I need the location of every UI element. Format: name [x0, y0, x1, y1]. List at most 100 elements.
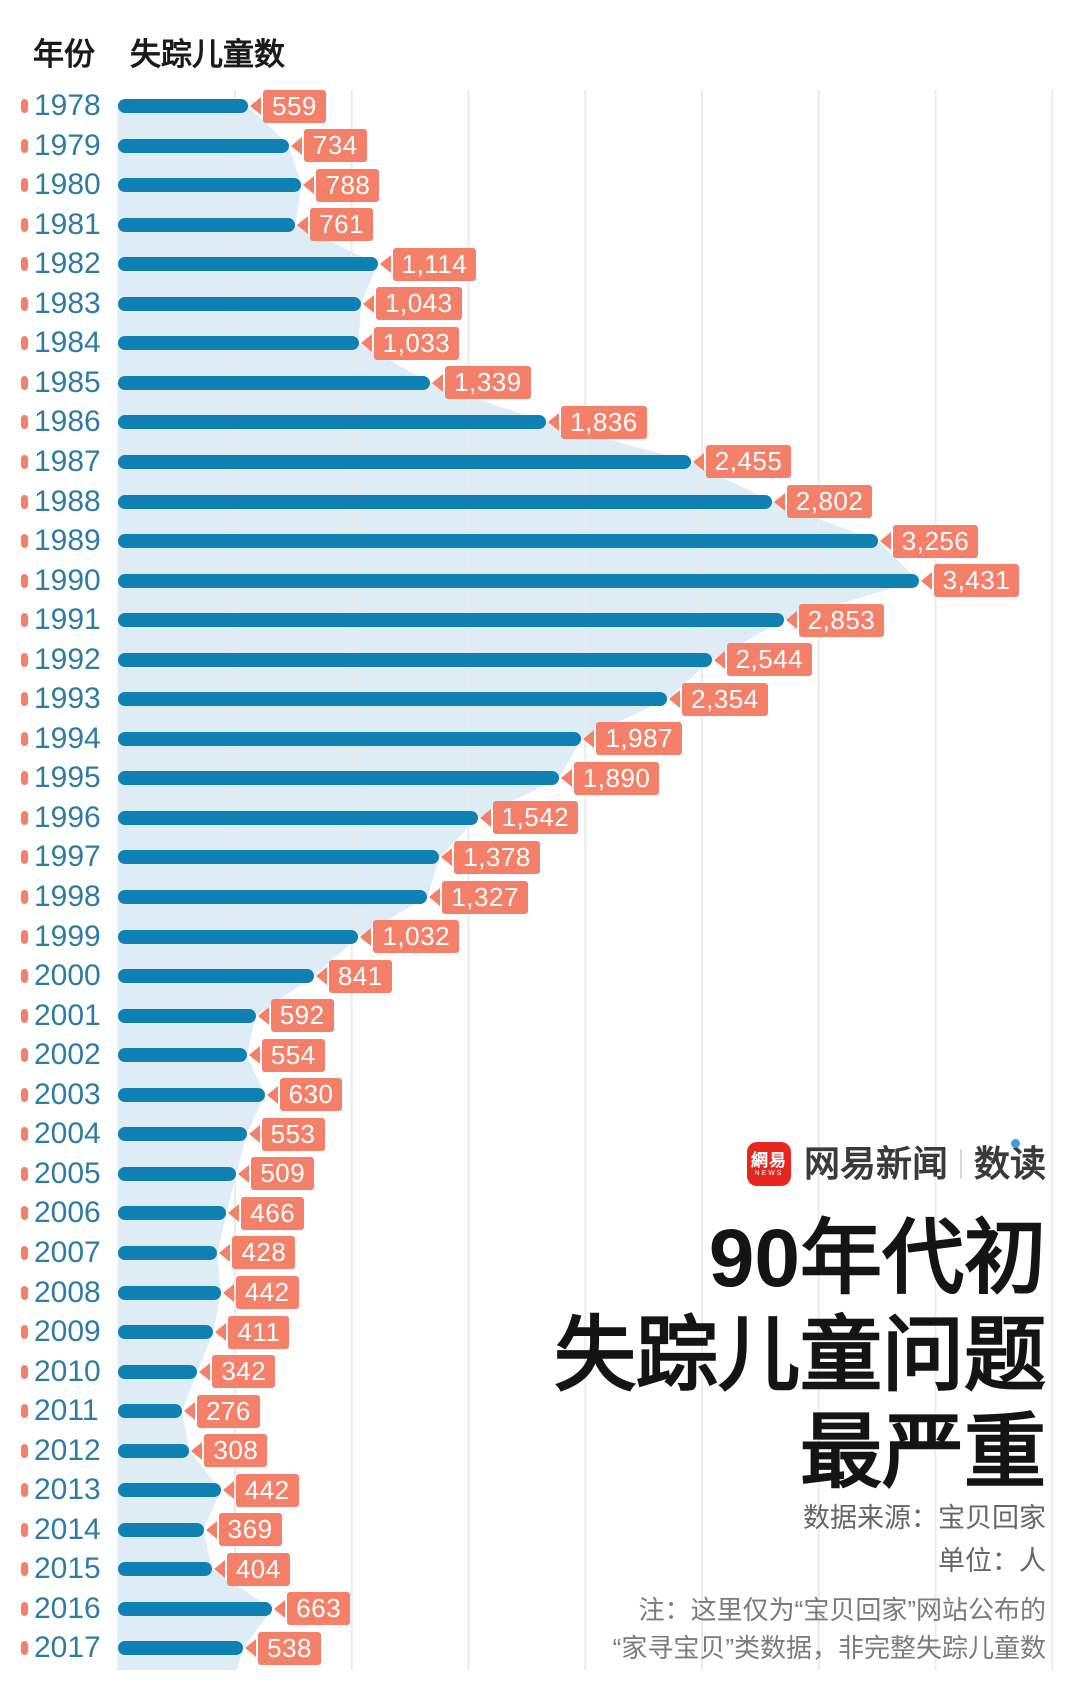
shudu-dot-icon [1011, 1139, 1021, 1148]
value-label-text: 308 [204, 1434, 268, 1468]
value-label-text: 538 [258, 1631, 321, 1665]
year-label-2009: 2009 [34, 1315, 101, 1349]
footnote-line-1: 注：这里仅为“宝贝回家”网站公布的 [638, 1595, 1046, 1625]
value-label-text: 2,455 [705, 445, 792, 479]
row-tick [21, 415, 28, 430]
data-source-note: 数据来源：宝贝回家 [803, 1503, 1046, 1533]
row-tick [21, 494, 28, 509]
year-label-1995: 1995 [34, 761, 101, 795]
value-label-text: 2,802 [786, 485, 873, 518]
value-label-arrow-icon [773, 492, 785, 511]
value-label-2017: 538 [245, 1631, 321, 1665]
value-label-arrow-icon [213, 1560, 225, 1579]
value-label-text: 466 [241, 1196, 305, 1230]
value-label-1982: 1,114 [379, 247, 477, 281]
year-label-1997: 1997 [34, 840, 101, 874]
bar-2006 [117, 1206, 227, 1221]
bar-1996 [117, 810, 478, 825]
row-tick [21, 731, 28, 746]
bar-1978 [117, 99, 249, 113]
headline-line-3: 最严重 [799, 1407, 1046, 1498]
bar-2015 [117, 1562, 212, 1577]
value-label-2004: 553 [248, 1117, 325, 1151]
value-label-1999: 1,032 [360, 920, 460, 954]
row-tick [21, 99, 28, 113]
value-label-1998: 1,327 [429, 880, 528, 914]
column-header-count: 失踪儿童数 [130, 37, 285, 72]
row-tick [21, 692, 28, 707]
year-label-1989: 1989 [34, 524, 101, 558]
value-label-1990: 3,431 [920, 564, 1020, 598]
bar-1985 [117, 375, 431, 390]
headline-line-1: 90年代初 [708, 1213, 1046, 1304]
value-label-arrow-icon [360, 927, 372, 946]
row-tick [21, 1562, 28, 1577]
value-label-1984: 1,033 [360, 326, 460, 360]
value-label-2009: 411 [215, 1315, 290, 1349]
row-tick [21, 257, 28, 272]
value-label-arrow-icon [479, 808, 491, 827]
value-label-arrow-icon [920, 571, 932, 590]
value-label-text: 276 [196, 1394, 260, 1428]
year-label-2013: 2013 [34, 1473, 101, 1507]
bar-2012 [117, 1443, 190, 1458]
year-label-2010: 2010 [34, 1354, 101, 1388]
bar-1979 [117, 138, 289, 153]
row-tick [21, 454, 28, 469]
value-label-text: 592 [270, 999, 334, 1033]
year-label-1992: 1992 [34, 642, 101, 676]
year-label-1999: 1999 [34, 919, 101, 953]
bar-1987 [117, 454, 691, 469]
value-label-text: 1,378 [454, 840, 540, 874]
value-label-2015: 404 [213, 1552, 290, 1586]
year-label-1994: 1994 [34, 721, 101, 755]
value-label-text: 1,836 [561, 405, 647, 439]
bar-2004 [117, 1127, 247, 1142]
year-label-1986: 1986 [34, 405, 101, 439]
row-tick [21, 1404, 28, 1419]
value-label-1992: 2,544 [713, 643, 813, 677]
row-tick [21, 1325, 28, 1340]
value-label-2016: 663 [274, 1592, 351, 1626]
bar-1984 [117, 336, 359, 351]
value-label-1986: 1,836 [548, 405, 647, 439]
bar-1983 [117, 296, 362, 311]
value-label-1978: 559 [250, 89, 326, 123]
year-label-2011: 2011 [34, 1394, 99, 1428]
value-label-arrow-icon [879, 532, 891, 551]
year-label-1996: 1996 [34, 800, 101, 834]
value-label-1981: 761 [297, 208, 374, 242]
row-tick [21, 1166, 28, 1181]
year-label-1990: 1990 [34, 563, 101, 597]
value-label-arrow-icon [248, 1046, 260, 1065]
bar-1995 [117, 771, 559, 786]
bar-2003 [117, 1087, 265, 1102]
year-label-2003: 2003 [34, 1077, 101, 1111]
value-label-arrow-icon [441, 848, 453, 867]
value-label-1980: 788 [303, 168, 380, 202]
value-label-arrow-icon [245, 1639, 257, 1658]
row-tick [21, 1483, 28, 1498]
value-label-arrow-icon [228, 1204, 240, 1223]
netease-logo-icon: 網易 NEWS [746, 1142, 791, 1186]
value-label-arrow-icon [303, 176, 315, 195]
value-label-text: 442 [235, 1276, 299, 1309]
value-label-arrow-icon [363, 294, 375, 313]
value-label-arrow-icon [315, 967, 327, 986]
value-label-2005: 509 [238, 1157, 315, 1191]
value-label-text: 761 [310, 208, 374, 242]
value-label-arrow-icon [191, 1441, 203, 1460]
value-label-arrow-icon [360, 334, 372, 353]
year-label-2001: 2001 [34, 998, 101, 1032]
value-label-1991: 2,853 [785, 603, 885, 637]
value-label-text: 559 [263, 89, 326, 123]
value-label-arrow-icon [199, 1362, 211, 1381]
value-label-text: 554 [261, 1038, 325, 1072]
value-label-text: 411 [228, 1315, 290, 1349]
bar-1986 [117, 415, 547, 430]
value-label-1989: 3,256 [879, 524, 979, 558]
row-tick [21, 890, 28, 904]
year-label-1984: 1984 [34, 326, 101, 360]
value-label-text: 1,114 [392, 247, 477, 281]
value-label-arrow-icon [785, 611, 797, 630]
